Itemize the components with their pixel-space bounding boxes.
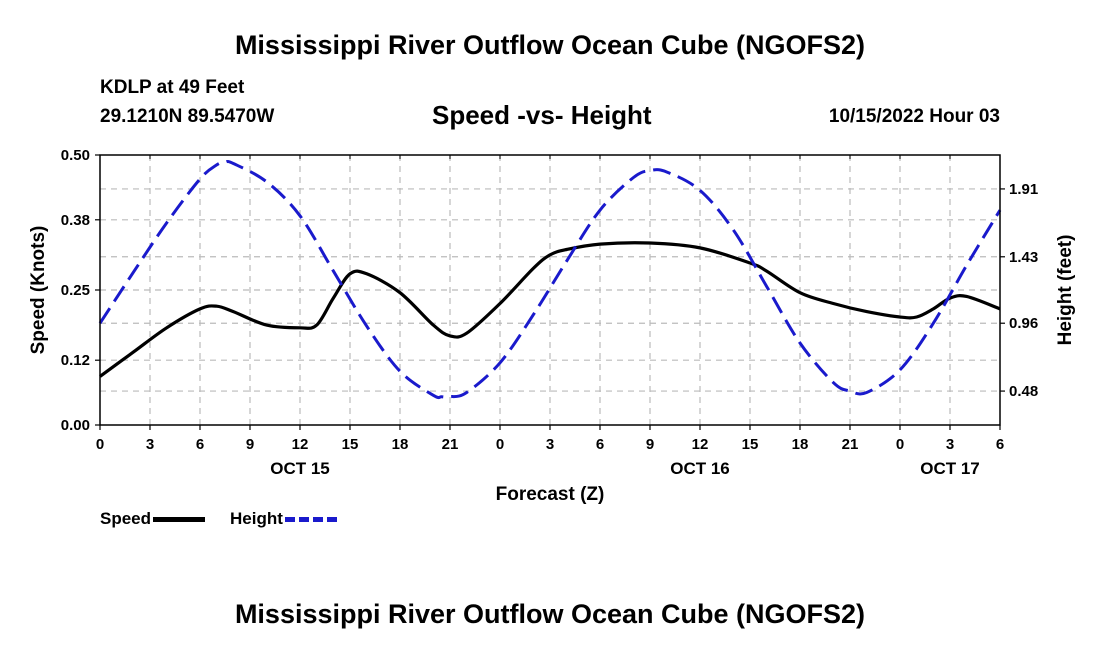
- x-axis-label: Forecast (Z): [496, 484, 605, 505]
- y2-tick-label: 1.91: [1009, 181, 1038, 198]
- plot-frame: [99, 154, 1001, 426]
- x-tick-label: 3: [146, 436, 154, 453]
- y-tick-label: 0.50: [61, 147, 90, 164]
- legend-height-label: Height: [230, 509, 283, 528]
- chart-title: Speed -vs- Height: [432, 100, 652, 130]
- day-label: OCT 16: [670, 459, 730, 478]
- speed-height-chart: 0 3 6 9 12 15 18 21 0 3 6 9 12 15 18 21 0 3 6 0.00 0.12 0.25 0…: [28, 147, 1076, 505]
- x-tick-label: 21: [442, 436, 459, 453]
- x-tick-label: 0: [896, 436, 904, 453]
- y-tick-label: 0.00: [61, 417, 90, 434]
- y2-tick-label: 0.48: [1009, 383, 1038, 400]
- x-tick-label: 21: [842, 436, 859, 453]
- x-tick-label: 6: [596, 436, 604, 453]
- x-tick-label: 12: [292, 436, 309, 453]
- x-tick-label: 18: [792, 436, 809, 453]
- x-tick-label: 12: [692, 436, 709, 453]
- day-label: OCT 17: [920, 459, 980, 478]
- x-tick-label: 9: [646, 436, 654, 453]
- y2-axis-label: Height (feet): [1055, 235, 1076, 346]
- y2-tick-label: 1.43: [1009, 249, 1038, 266]
- y-tick-label: 0.38: [61, 212, 90, 229]
- x-tick-label: 6: [196, 436, 204, 453]
- ticks: 0 3 6 9 12 15 18 21 0 3 6 9 12 15 18 21 0 3 6 0.00 0.12 0.25 0…: [61, 147, 1038, 478]
- y2-tick-label: 0.96: [1009, 315, 1038, 332]
- y-tick-label: 0.25: [61, 282, 90, 299]
- day-label: OCT 15: [270, 459, 330, 478]
- y-axis-label: Speed (Knots): [28, 226, 49, 355]
- x-tick-label: 6: [996, 436, 1004, 453]
- forecast-datetime: 10/15/2022 Hour 03: [828, 106, 1000, 127]
- station-name: KDLP at 49 Feet: [100, 77, 245, 98]
- legend-speed: Speed: [100, 509, 206, 529]
- x-tick-label: 0: [96, 436, 104, 453]
- legend-speed-label: Speed: [100, 509, 152, 528]
- legend-height: Height: [230, 509, 337, 529]
- x-tick-label: 15: [342, 436, 359, 453]
- series-line-speed: [99, 241, 1001, 378]
- footer-title: Mississippi River Outflow Ocean Cube (NG…: [234, 599, 866, 629]
- grid: [100, 155, 1000, 425]
- x-tick-label: 3: [946, 436, 954, 453]
- x-tick-label: 9: [246, 436, 254, 453]
- page-title: Mississippi River Outflow Ocean Cube (NG…: [234, 30, 866, 60]
- x-tick-label: 18: [392, 436, 409, 453]
- x-tick-label: 3: [546, 436, 554, 453]
- series-line-height: [98, 159, 1002, 400]
- series-lines: [98, 159, 1002, 400]
- y-tick-label: 0.12: [61, 352, 90, 369]
- legend-speed-swatch: [153, 516, 206, 522]
- legend-height-swatch: [284, 516, 337, 522]
- x-tick-label: 0: [496, 436, 504, 453]
- x-tick-label: 15: [742, 436, 759, 453]
- station-coordinates: 29.1210N 89.5470W: [100, 106, 275, 127]
